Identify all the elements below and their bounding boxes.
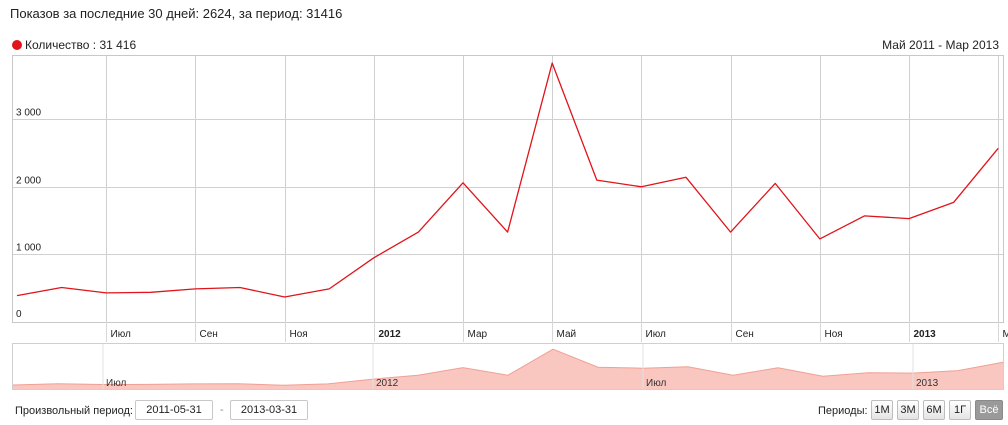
custom-period-label: Произвольный период: xyxy=(15,405,133,417)
x-tick-label: Июл xyxy=(111,329,131,340)
x-axis: Июл Сен Ноя 2012 Мар Май Июл Сен Ноя 2013 Мар xyxy=(106,322,1008,342)
plot-area xyxy=(12,55,1004,323)
y-tick-label: 2 000 xyxy=(16,176,41,187)
x-tick-label: 2013 xyxy=(914,329,937,340)
period-button-all[interactable]: Всё xyxy=(975,400,1003,420)
x-tick-label: Июл xyxy=(646,329,666,340)
legend-marker xyxy=(12,40,22,50)
x-tick-label: Ноя xyxy=(290,329,308,340)
date-to-input[interactable] xyxy=(230,400,308,420)
navigator-area xyxy=(13,349,1003,389)
y-tick-label: 3 000 xyxy=(16,108,41,119)
legend-label: Количество : 31 416 xyxy=(25,38,136,52)
x-tick-label: Ноя xyxy=(825,329,843,340)
navigator-label: Июл xyxy=(106,378,126,389)
date-from-input[interactable] xyxy=(135,400,213,420)
period-button-6m[interactable]: 6М xyxy=(923,400,945,420)
y-tick-label: 0 xyxy=(16,309,22,320)
x-tick-label: Мар xyxy=(468,329,488,340)
chart-legend[interactable]: Количество : 31 416 xyxy=(12,38,136,52)
navigator-label: Июл xyxy=(646,378,666,389)
line-chart: Количество : 31 416 Май 2011 - Мар 2013 … xyxy=(12,38,1008,390)
x-tick-label: 2012 xyxy=(379,329,402,340)
date-range-label: Май 2011 - Мар 2013 xyxy=(882,38,999,52)
period-button-1m[interactable]: 1М xyxy=(871,400,893,420)
controls-bar: Произвольный период: - Периоды: 1М 3М 6М… xyxy=(0,398,1008,422)
period-button-3m[interactable]: 3М xyxy=(897,400,919,420)
x-tick-label: Сен xyxy=(200,329,218,340)
navigator-frame xyxy=(12,343,1004,390)
period-button-1y[interactable]: 1Г xyxy=(949,400,971,420)
x-tick-label: Мар xyxy=(1003,329,1008,340)
navigator-label: 2012 xyxy=(376,378,399,389)
periods-label: Периоды: xyxy=(818,405,868,417)
navigator-label: 2013 xyxy=(916,378,939,389)
y-tick-label: 1 000 xyxy=(16,243,41,254)
series-layer xyxy=(16,62,999,298)
date-separator: - xyxy=(220,404,224,416)
stats-summary: Показов за последние 30 дней: 2624, за п… xyxy=(10,6,343,21)
navigator-line xyxy=(12,348,1004,386)
x-tick-label: Сен xyxy=(736,329,754,340)
x-tick-label: Май xyxy=(557,329,577,340)
range-navigator[interactable]: Июл 2012 Июл 2013 xyxy=(12,343,1004,390)
grid xyxy=(13,56,1003,322)
y-axis: 0 1 000 2 000 3 000 xyxy=(16,108,41,321)
series-line xyxy=(16,62,999,298)
